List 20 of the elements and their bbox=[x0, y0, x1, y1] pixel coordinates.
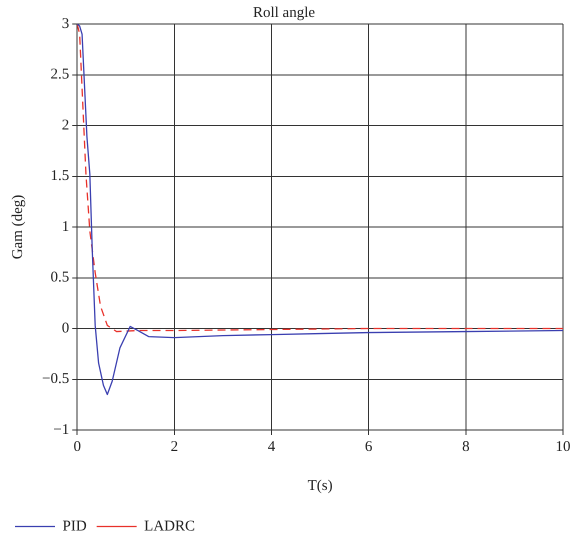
y-tick-label: 0 bbox=[62, 320, 70, 336]
y-tick-label: 3 bbox=[62, 16, 70, 32]
legend-label: LADRC bbox=[144, 518, 196, 534]
x-axis-title: T(s) bbox=[308, 478, 333, 494]
y-tick-label: −0.5 bbox=[42, 371, 70, 388]
legend-label: PID bbox=[62, 518, 87, 534]
chart-title: Roll angle bbox=[252, 4, 316, 21]
y-tick-label: 2.5 bbox=[50, 66, 70, 83]
x-tick-label: 10 bbox=[556, 438, 570, 455]
y-tick-label: 1.5 bbox=[50, 168, 70, 184]
y-axis-title: Gam (deg) bbox=[10, 194, 26, 260]
x-tick-label: 8 bbox=[462, 438, 470, 455]
y-tick-label: 2 bbox=[62, 117, 70, 134]
y-tick-label: −1 bbox=[53, 422, 70, 438]
y-tick-label: 0.5 bbox=[50, 270, 70, 286]
x-tick-label: 2 bbox=[170, 438, 178, 455]
x-tick-label: 4 bbox=[268, 438, 276, 455]
y-tick-label: 1 bbox=[62, 218, 70, 235]
x-tick-label: 6 bbox=[364, 438, 373, 455]
x-tick-label: 0 bbox=[73, 438, 81, 455]
